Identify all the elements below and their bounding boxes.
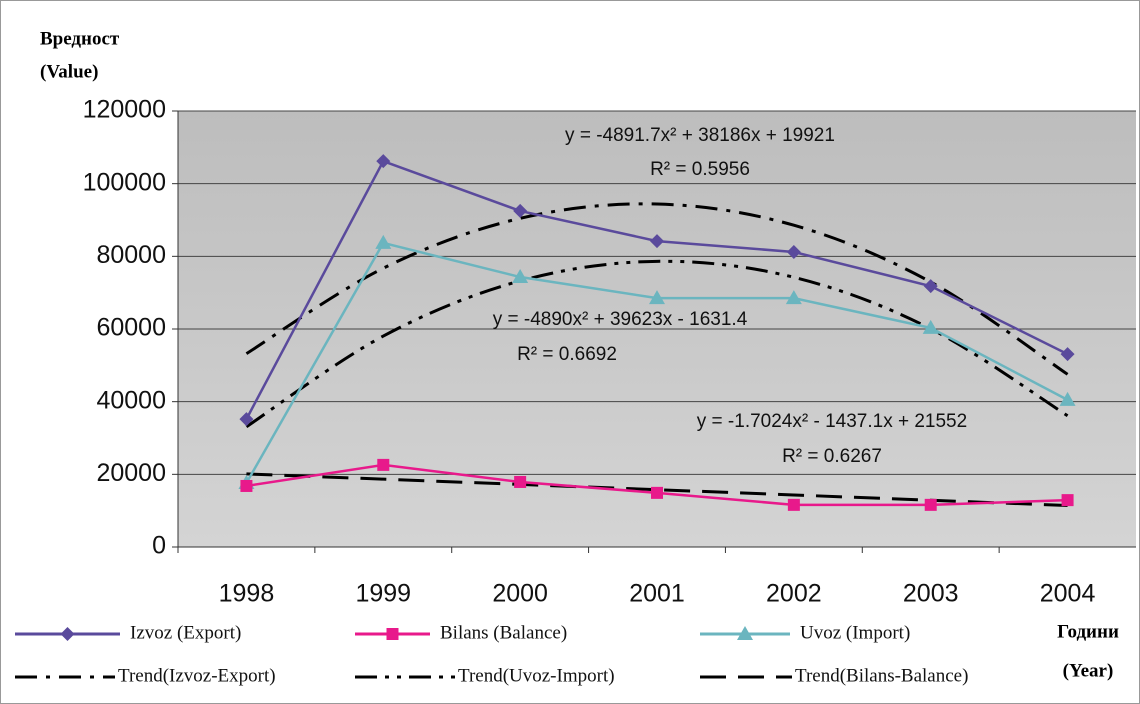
marker [376, 154, 391, 169]
trend-line [245, 202, 1069, 376]
x-tick-label: 1998 [219, 580, 275, 608]
equation-label: R² = 0.5956 [650, 159, 750, 180]
equation-label: y = -1.7024x² - 1437.1x + 21552 [697, 411, 967, 432]
y-axis-title: (Value) [40, 61, 98, 82]
equation-label: R² = 0.6267 [782, 446, 882, 467]
marker [60, 627, 75, 641]
y-axis-title: Вредност [40, 28, 120, 49]
y-tick-label: 120000 [83, 96, 166, 124]
y-tick-label: 0 [152, 532, 166, 560]
marker [1059, 391, 1076, 406]
marker [386, 628, 399, 640]
x-tick-label: 2001 [629, 580, 685, 608]
legend-label: Trend(Izvoz-Export) [118, 665, 276, 686]
marker [786, 244, 801, 259]
equation-label: y = -4890x² + 39623x - 1631.4 [493, 309, 748, 330]
marker [923, 279, 938, 294]
marker [787, 498, 800, 511]
marker [513, 203, 528, 218]
marker [649, 290, 665, 305]
legend-label: Uvoz (Import) [800, 622, 910, 643]
legend-label: Trend(Bilans-Balance) [795, 665, 968, 686]
x-axis-title: (Year) [1063, 660, 1114, 681]
marker [512, 269, 529, 284]
x-tick-label: 2003 [903, 580, 959, 608]
y-tick-label: 40000 [96, 386, 166, 414]
x-tick-label: 1999 [355, 580, 411, 608]
marker [1061, 494, 1074, 507]
x-tick-label: 2004 [1040, 580, 1096, 608]
legend-label: Izvoz (Export) [130, 622, 241, 643]
marker [375, 234, 392, 249]
y-tick-label: 100000 [83, 168, 166, 196]
marker [1060, 347, 1075, 362]
x-tick-label: 2000 [492, 580, 548, 608]
marker [737, 626, 753, 640]
equation-label: y = -4891.7x² + 38186x + 19921 [565, 125, 835, 146]
marker [239, 412, 254, 427]
equation-label: R² = 0.6692 [517, 344, 617, 365]
legend-label: Bilans (Balance) [440, 622, 567, 643]
y-tick-label: 20000 [96, 459, 166, 487]
marker [922, 319, 939, 334]
marker [377, 458, 390, 471]
marker [651, 486, 663, 499]
marker [924, 498, 937, 511]
x-tick-label: 2002 [766, 580, 822, 608]
x-axis-title: Години [1057, 621, 1119, 642]
marker [514, 475, 527, 488]
y-tick-label: 60000 [96, 314, 166, 342]
marker [650, 234, 664, 249]
marker [785, 290, 802, 305]
marker [240, 479, 253, 492]
legend-label: Trend(Uvoz-Import) [458, 665, 615, 686]
y-tick-label: 80000 [96, 241, 166, 269]
